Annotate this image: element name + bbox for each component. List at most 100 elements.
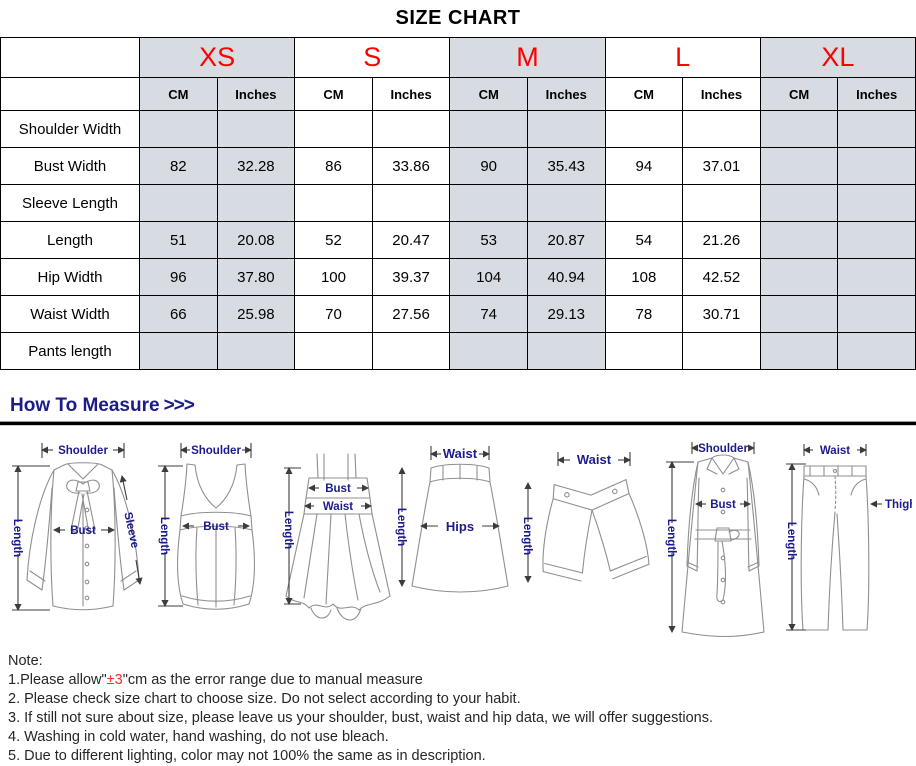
note-item-2: 2. Please check size chart to choose siz… (8, 691, 521, 707)
coat-shoulder-label: Shoulder (698, 443, 748, 455)
table-cell: 35.43 (526, 147, 606, 185)
blouse-length-label: Length (11, 519, 23, 557)
row-label: Bust Width (0, 147, 140, 185)
row-label: Length (0, 221, 140, 259)
table-cell (216, 332, 296, 370)
table-cell: 33.86 (371, 147, 451, 185)
table-cell (371, 184, 451, 222)
table-cell: 25.98 (216, 295, 296, 333)
shorts-outline (542, 479, 650, 582)
table-cell: 40.94 (526, 258, 606, 296)
note-item-1: 1.Please allow"±3"cm as the error range … (8, 672, 423, 688)
chevrons-icon: >>> (163, 395, 195, 416)
size-header-xs: XS (138, 37, 296, 78)
table-row: Waist Width 66 25.98 70 27.56 74 29.13 7… (0, 295, 916, 333)
table-cell: 54 (604, 221, 684, 259)
table-cell: 96 (139, 258, 218, 296)
unit-cell: CM (139, 77, 218, 111)
unit-cell: CM (759, 77, 839, 111)
table-row: Hip Width 96 37.80 100 39.37 104 40.94 1… (0, 258, 916, 296)
table-cell (837, 147, 916, 185)
tank-top-measure-lines (158, 443, 253, 608)
shorts-measure-lines (524, 452, 632, 584)
note-item-3: 3. If still not sure about size, please … (8, 710, 713, 726)
tank-top-figure: Shoulder Length Bust (158, 443, 256, 610)
skirt-length-label: Length (395, 508, 407, 546)
table-cell: 52 (294, 221, 373, 259)
table-cell: 20.87 (526, 221, 606, 259)
table-cell: 108 (604, 258, 684, 296)
blouse-shoulder-label: Shoulder (58, 445, 108, 457)
table-cell: 66 (139, 295, 218, 333)
unit-cell: CM (449, 77, 528, 111)
unit-cell: Inches (216, 77, 296, 111)
size-header-m: M (449, 37, 606, 78)
table-row: Sleeve Length (0, 184, 916, 222)
table-cell (759, 147, 839, 185)
section-divider (0, 421, 916, 426)
table-cell (449, 110, 528, 148)
table-cell (139, 110, 218, 148)
row-label: Shoulder Width (0, 110, 140, 148)
page-title: SIZE CHART (395, 7, 521, 29)
shorts-waist-label: Waist (577, 452, 612, 467)
table-cell: 29.13 (526, 295, 606, 333)
table-cell (759, 221, 839, 259)
table-cell: 51 (139, 221, 218, 259)
table-cell (216, 184, 296, 222)
pants-outline (800, 465, 870, 631)
table-cell (449, 332, 528, 370)
table-cell (759, 184, 839, 222)
table-cell (759, 258, 839, 296)
table-cell: 20.08 (216, 221, 296, 259)
size-header-s: S (294, 37, 451, 78)
size-header-l: L (604, 37, 761, 78)
table-row: Bust Width 82 32.28 86 33.86 90 35.43 94… (0, 147, 916, 185)
corner-cell (0, 77, 140, 111)
table-cell (837, 110, 916, 148)
table-cell (604, 184, 684, 222)
row-label: Sleeve Length (0, 184, 140, 222)
coat-figure: Shoulder Bust Length (665, 442, 765, 638)
table-cell: 100 (294, 258, 373, 296)
table-cell (604, 110, 684, 148)
pants-waist-label: Waist (820, 445, 850, 457)
row-label: Waist Width (0, 295, 140, 333)
table-cell: 42.52 (682, 258, 761, 296)
table-cell (604, 332, 684, 370)
dress-bust-label: Bust (325, 483, 351, 495)
table-cell: 27.56 (371, 295, 451, 333)
table-cell (371, 110, 451, 148)
table-cell (682, 332, 761, 370)
row-label: Hip Width (0, 258, 140, 296)
table-cell: 39.37 (371, 258, 451, 296)
note-item-5: 5. Due to different lighting, color may … (8, 748, 486, 764)
table-cell (837, 295, 916, 333)
coat-length-label: Length (665, 519, 677, 557)
shorts-length-label: Length (521, 517, 533, 555)
table-cell (837, 258, 916, 296)
table-row: Length 51 20.08 52 20.47 53 20.87 54 21.… (0, 221, 916, 259)
tank-length-label: Length (158, 517, 170, 555)
table-cell: 53 (449, 221, 528, 259)
how-to-measure-text: How To Measure (10, 395, 160, 416)
blouse-bust-label: Bust (70, 525, 96, 537)
coat-bust-label: Bust (710, 499, 736, 511)
row-label: Pants length (0, 332, 140, 370)
tank-top-outline (177, 463, 256, 610)
table-cell (294, 184, 373, 222)
table-cell: 78 (604, 295, 684, 333)
shorts-figure: Waist Length (521, 452, 650, 584)
table-cell (294, 332, 373, 370)
table-row: Shoulder Width (0, 110, 916, 148)
table-cell: 70 (294, 295, 373, 333)
table-cell (526, 332, 606, 370)
blouse-outline (26, 462, 140, 611)
pants-figure: Waist Length Thigh (785, 444, 912, 632)
table-cell (837, 221, 916, 259)
table-cell (682, 110, 761, 148)
table-cell: 20.47 (371, 221, 451, 259)
table-cell: 30.71 (682, 295, 761, 333)
tank-shoulder-label: Shoulder (191, 445, 241, 457)
table-cell: 37.01 (682, 147, 761, 185)
